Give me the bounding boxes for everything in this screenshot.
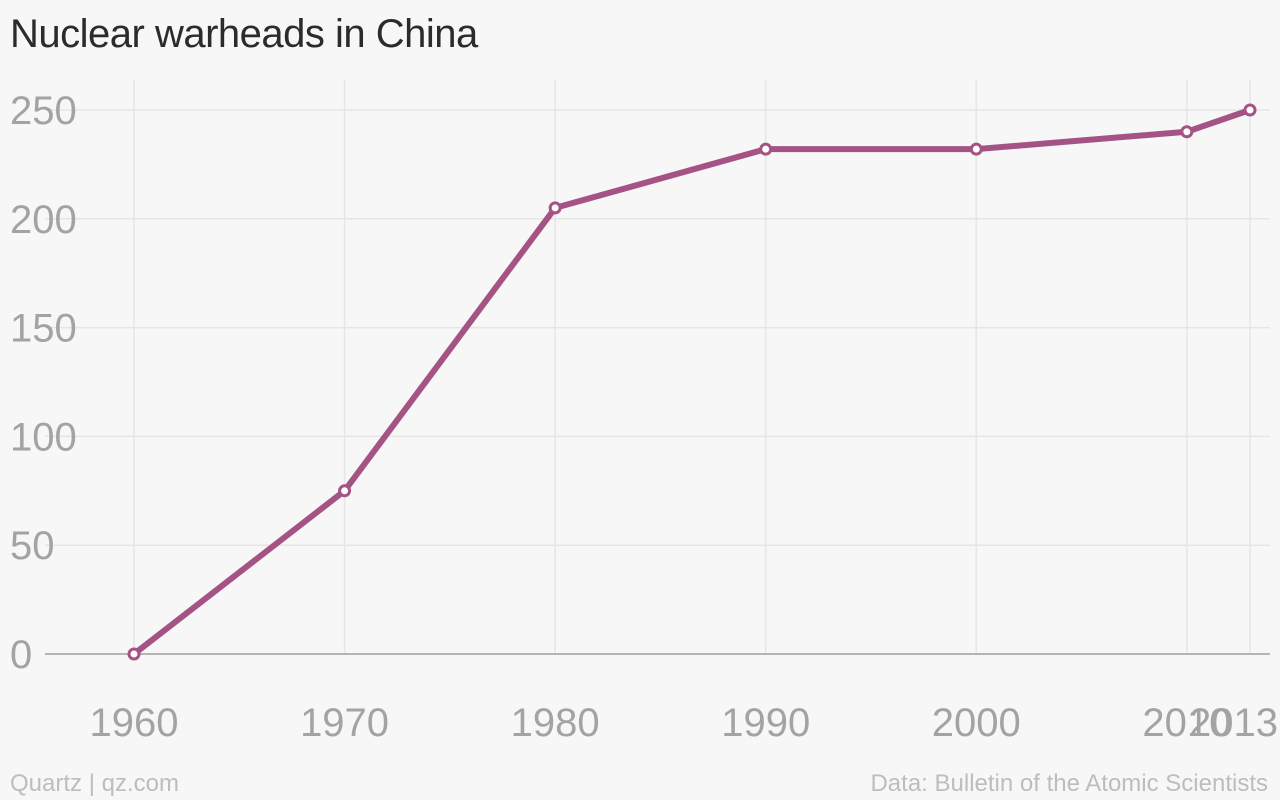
data-source: Data: Bulletin of the Atomic Scientists <box>870 770 1268 797</box>
x-tick-label: 2013 <box>1189 701 1278 745</box>
y-tick-label: 50 <box>10 524 55 568</box>
x-tick-label: 1980 <box>511 701 600 745</box>
y-tick-label: 100 <box>10 415 77 459</box>
x-tick-label: 1990 <box>721 701 810 745</box>
data-point <box>1180 125 1194 139</box>
series-line <box>131 107 1253 657</box>
series-layer <box>127 103 1257 661</box>
x-tick-label: 2000 <box>932 701 1021 745</box>
data-point <box>127 647 141 661</box>
data-point <box>759 142 773 156</box>
data-point <box>969 142 983 156</box>
y-axis-ticks: 0 50 100 150 200 250 <box>10 89 77 677</box>
x-tick-label: 1970 <box>300 701 389 745</box>
source-credit: Quartz | qz.com <box>10 770 179 797</box>
y-tick-label: 150 <box>10 307 77 351</box>
y-tick-label: 0 <box>10 633 32 677</box>
chart-title: Nuclear warheads in China <box>10 12 478 56</box>
gridlines <box>45 80 1270 655</box>
x-tick-label: 1960 <box>90 701 179 745</box>
data-point <box>338 484 352 498</box>
x-tick-label: 2010 <box>1142 701 1231 745</box>
data-point <box>1243 103 1257 117</box>
data-point <box>548 201 562 215</box>
y-tick-label: 250 <box>10 89 77 133</box>
y-tick-label: 200 <box>10 198 77 242</box>
